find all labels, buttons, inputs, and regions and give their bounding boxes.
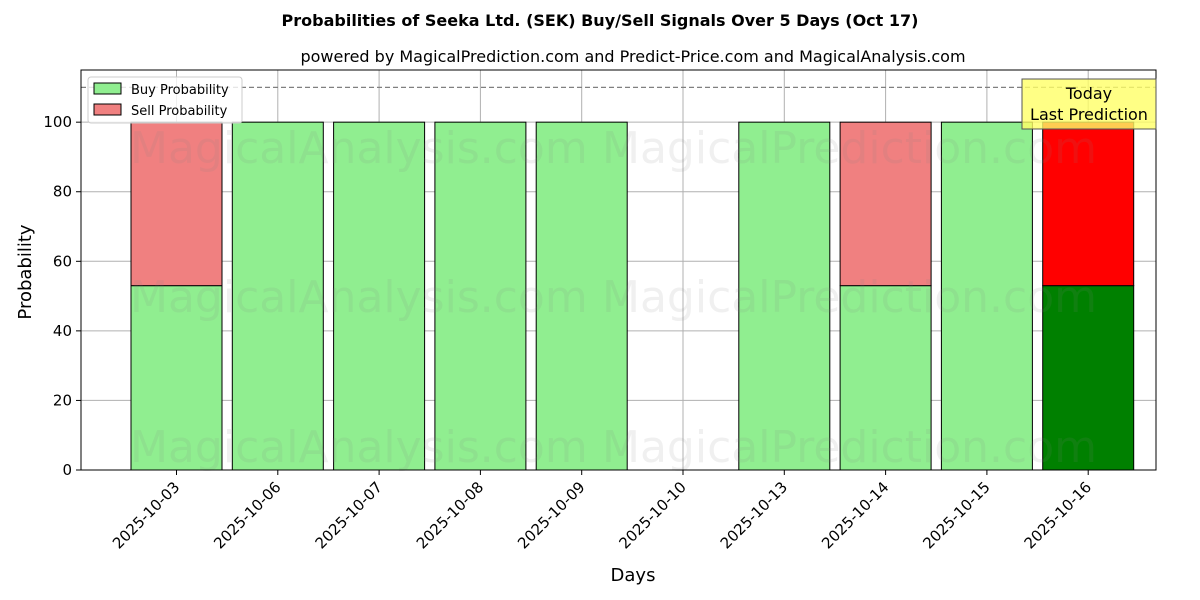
x-tick-label: 2025-10-15: [919, 478, 993, 552]
buy-bar: [738, 121, 831, 471]
watermark-text: MagicalAnalysis.com: [130, 422, 588, 473]
x-tick-label: 2025-10-10: [615, 478, 689, 552]
plot-frame: [80, 69, 1157, 471]
buy-bar: [1042, 285, 1135, 471]
legend-sell-swatch: [93, 103, 122, 116]
y-axis-label: Probability: [15, 224, 36, 319]
sell-bar: [130, 121, 223, 287]
legend-sell-label: Sell Probability: [131, 104, 228, 119]
today-annotation: Today Last Prediction: [1021, 78, 1157, 130]
legend: Buy Probability Sell Probability: [87, 76, 243, 124]
y-tick-label: 20: [53, 391, 72, 409]
watermarks: MagicalAnalysis.com MagicalPrediction.com…: [130, 123, 1097, 473]
buy-bar: [940, 121, 1033, 471]
y-tick-label: 60: [53, 252, 72, 270]
chart-subtitle: powered by MagicalPrediction.com and Pre…: [300, 47, 965, 66]
x-axis-label: Days: [611, 565, 656, 586]
x-tick-label: 2025-10-13: [717, 478, 791, 552]
y-tick-label: 40: [53, 322, 72, 340]
x-tick-label: 2025-10-08: [413, 478, 487, 552]
sell-bar: [1042, 121, 1135, 287]
x-tick-label: 2025-10-14: [818, 478, 892, 552]
watermark-text: MagicalAnalysis.com: [130, 272, 588, 323]
y-tick-label: 0: [62, 461, 72, 479]
x-tick-label: 2025-10-09: [514, 478, 588, 552]
legend-box: [87, 76, 243, 124]
bars: [130, 121, 1135, 471]
y-axis-ticks: 0 20 40 60 80 100: [43, 113, 81, 479]
watermark-text: MagicalPrediction.com: [602, 272, 1097, 323]
x-tick-label: 2025-10-07: [312, 478, 386, 552]
x-axis-ticks: 2025-10-03 2025-10-06 2025-10-07 2025-10-08…: [109, 470, 1095, 552]
annotation-line2: Last Prediction: [1030, 105, 1148, 124]
y-tick-label: 80: [53, 183, 72, 201]
x-tick-label: 2025-10-16: [1021, 478, 1095, 552]
legend-buy-swatch: [93, 82, 122, 95]
chart-title: Probabilities of Seeka Ltd. (SEK) Buy/Se…: [282, 11, 919, 30]
watermark-text: MagicalAnalysis.com: [130, 123, 588, 174]
watermark-text: MagicalPrediction.com: [602, 123, 1097, 174]
buy-bar: [434, 121, 527, 471]
sell-bar: [839, 121, 932, 287]
legend-buy-label: Buy Probability: [131, 83, 229, 98]
x-tick-label: 2025-10-03: [109, 478, 183, 552]
annotation-line1: Today: [1065, 84, 1112, 103]
buy-bar: [535, 121, 628, 471]
buy-bar: [333, 121, 426, 471]
watermark-text: MagicalPrediction.com: [602, 422, 1097, 473]
buy-bar: [130, 285, 223, 471]
x-tick-label: 2025-10-06: [210, 478, 284, 552]
annotation-box: [1021, 78, 1157, 130]
y-tick-label: 100: [43, 113, 72, 131]
